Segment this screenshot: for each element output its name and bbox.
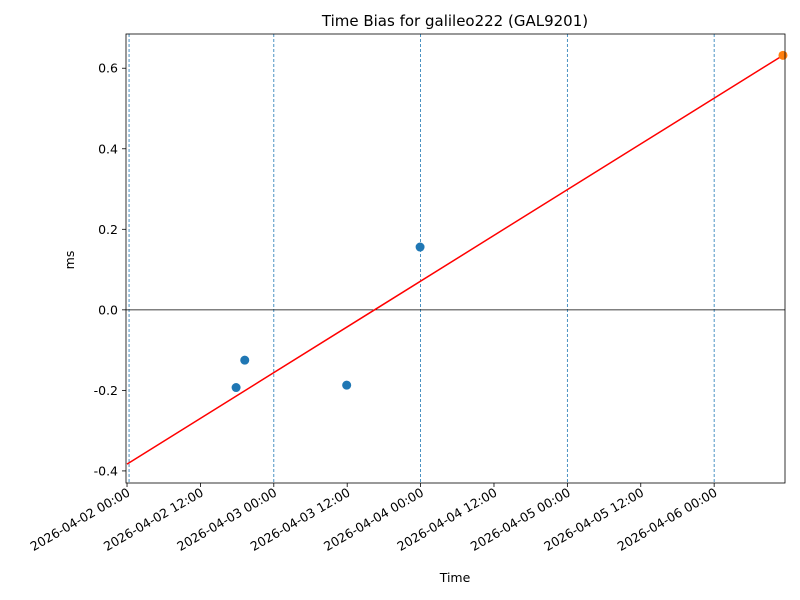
y-tick-label: 0.0	[98, 302, 118, 317]
data-point	[240, 355, 250, 365]
y-tick-label: 0.2	[98, 222, 118, 237]
data-point	[231, 383, 241, 393]
y-tick-label: -0.2	[94, 383, 118, 398]
data-point	[342, 380, 352, 390]
y-tick-label: 0.6	[98, 61, 118, 76]
y-tick-label: -0.4	[94, 463, 118, 478]
y-axis-label: ms	[62, 251, 77, 270]
axes-frame	[125, 33, 786, 484]
data-point	[415, 242, 425, 252]
trend-line	[126, 54, 784, 465]
y-tick-label: 0.4	[98, 141, 118, 156]
chart-title: Time Bias for galileo222 (GAL9201)	[321, 12, 588, 30]
data-point	[778, 50, 788, 60]
x-axis-label: Time	[439, 570, 471, 585]
